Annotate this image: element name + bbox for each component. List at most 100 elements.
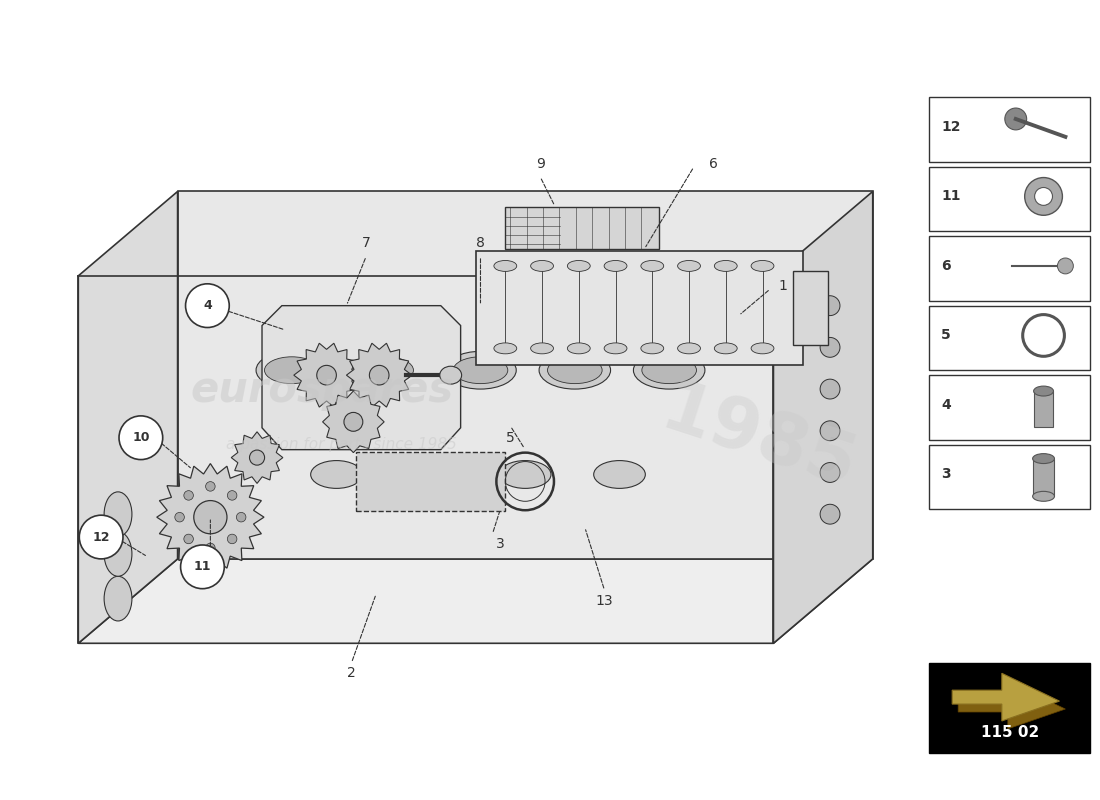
Ellipse shape [310,461,362,488]
Ellipse shape [568,343,591,354]
Ellipse shape [530,261,553,271]
Polygon shape [78,559,872,643]
Circle shape [206,543,216,553]
Circle shape [180,545,224,589]
Ellipse shape [494,343,517,354]
Circle shape [317,366,337,385]
Polygon shape [262,306,461,450]
Ellipse shape [642,357,696,384]
Text: 5: 5 [942,329,952,342]
Circle shape [1025,178,1063,215]
Polygon shape [322,391,384,453]
Ellipse shape [1033,491,1055,502]
FancyBboxPatch shape [930,166,1090,231]
FancyBboxPatch shape [930,375,1090,440]
Ellipse shape [351,351,422,389]
Ellipse shape [104,576,132,621]
FancyBboxPatch shape [475,251,803,366]
Text: 6: 6 [710,157,718,170]
Polygon shape [958,682,1066,729]
Ellipse shape [548,357,602,384]
Polygon shape [177,191,872,559]
FancyBboxPatch shape [930,445,1090,510]
Circle shape [1035,187,1053,206]
Ellipse shape [1033,454,1055,463]
Circle shape [194,501,227,534]
FancyBboxPatch shape [930,663,1090,753]
Ellipse shape [104,492,132,537]
Ellipse shape [440,366,462,384]
Text: 13: 13 [596,594,614,607]
Polygon shape [78,191,177,643]
Circle shape [1004,108,1026,130]
Ellipse shape [453,357,508,384]
Ellipse shape [751,261,774,271]
Text: 5: 5 [506,430,515,445]
Ellipse shape [359,357,414,384]
Text: 12: 12 [942,120,960,134]
Circle shape [184,534,194,544]
Ellipse shape [444,351,516,389]
Polygon shape [953,674,1059,721]
Polygon shape [294,343,360,407]
Ellipse shape [539,351,610,389]
Ellipse shape [264,357,319,384]
Circle shape [821,296,840,315]
Ellipse shape [604,261,627,271]
Circle shape [821,338,840,358]
Ellipse shape [678,261,701,271]
FancyBboxPatch shape [930,306,1090,370]
Polygon shape [773,191,872,643]
Text: eurospares: eurospares [190,369,453,411]
Ellipse shape [751,343,774,354]
Ellipse shape [714,261,737,271]
Polygon shape [346,343,412,407]
Ellipse shape [1034,386,1054,396]
Circle shape [228,490,236,500]
Ellipse shape [256,351,328,389]
Text: 6: 6 [942,259,950,273]
Circle shape [236,513,246,522]
Ellipse shape [604,343,627,354]
Text: 12: 12 [92,530,110,543]
Polygon shape [231,432,283,483]
FancyBboxPatch shape [793,271,828,346]
FancyBboxPatch shape [930,236,1090,301]
Text: 10: 10 [132,431,150,444]
Ellipse shape [714,343,737,354]
Ellipse shape [641,343,663,354]
Text: 7: 7 [362,236,371,250]
Circle shape [119,416,163,459]
FancyBboxPatch shape [1034,391,1054,427]
Text: 4: 4 [204,299,212,312]
Circle shape [186,284,229,327]
Circle shape [821,421,840,441]
Text: 2: 2 [346,666,355,680]
Circle shape [206,482,216,491]
Text: 1985: 1985 [652,376,865,504]
FancyBboxPatch shape [505,207,659,249]
Ellipse shape [641,261,663,271]
Polygon shape [356,452,505,511]
Ellipse shape [405,461,456,488]
Circle shape [370,366,389,385]
Ellipse shape [499,461,551,488]
Circle shape [175,513,185,522]
Text: 4: 4 [942,398,952,412]
Ellipse shape [678,343,701,354]
Circle shape [821,462,840,482]
Ellipse shape [594,461,646,488]
Text: 8: 8 [476,236,485,250]
Text: 3: 3 [942,467,950,482]
Text: 3: 3 [496,537,505,551]
Ellipse shape [634,351,705,389]
Circle shape [344,413,363,431]
Text: 115 02: 115 02 [981,726,1038,740]
Circle shape [1057,258,1074,274]
Ellipse shape [568,261,591,271]
Text: 11: 11 [942,190,960,203]
FancyBboxPatch shape [1033,458,1055,496]
Ellipse shape [530,343,553,354]
Text: 1: 1 [779,278,788,293]
Circle shape [228,534,236,544]
